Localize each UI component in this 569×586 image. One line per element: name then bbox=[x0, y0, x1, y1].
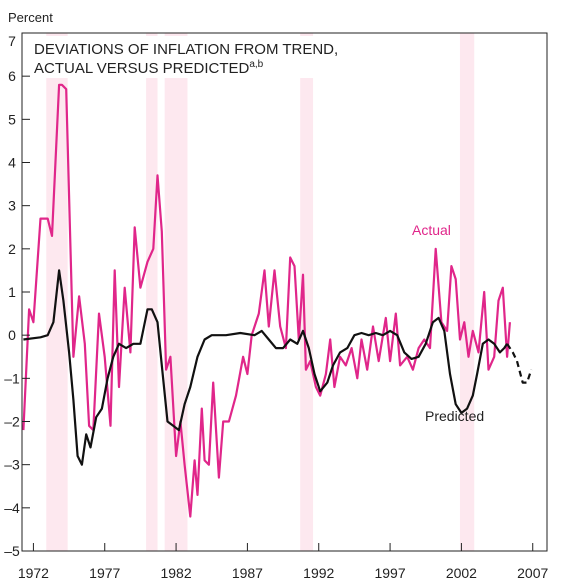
y-tick-label: –2 bbox=[4, 414, 20, 430]
y-tick-label: –5 bbox=[4, 543, 20, 559]
recession-band bbox=[146, 33, 158, 551]
title-line: ACTUAL VERSUS PREDICTED bbox=[34, 60, 249, 77]
series-label: Actual bbox=[412, 222, 451, 238]
title-box bbox=[28, 36, 328, 78]
x-tick-label: 1997 bbox=[374, 565, 405, 581]
y-axis-label: Percent bbox=[8, 10, 53, 25]
y-tick-label: 3 bbox=[8, 198, 16, 214]
y-tick-label: –4 bbox=[4, 500, 20, 516]
recession-band bbox=[300, 33, 314, 551]
recession-band bbox=[459, 33, 475, 551]
series-label: Predicted bbox=[425, 408, 484, 424]
x-tick-label: 1977 bbox=[89, 565, 120, 581]
y-tick-label: 4 bbox=[8, 155, 16, 171]
series-line bbox=[22, 83, 511, 518]
series-line bbox=[506, 343, 533, 384]
x-tick-label: 2007 bbox=[517, 565, 548, 581]
y-tick-label: 6 bbox=[8, 68, 16, 84]
x-tick-label: 1982 bbox=[160, 565, 191, 581]
x-tick-label: 1987 bbox=[232, 565, 263, 581]
x-tick-label: 1972 bbox=[18, 565, 49, 581]
x-tick-label: 1992 bbox=[303, 565, 334, 581]
y-tick-label: 5 bbox=[8, 111, 16, 127]
chart-title: DEVIATIONS OF INFLATION FROM TREND, bbox=[34, 41, 338, 58]
chart-title: ACTUAL VERSUS PREDICTEDa,b bbox=[34, 59, 264, 77]
recession-band bbox=[164, 33, 188, 551]
y-tick-label: –3 bbox=[4, 457, 20, 473]
y-tick-label: 0 bbox=[8, 327, 16, 343]
title-superscript: a,b bbox=[249, 59, 263, 70]
x-tick-label: 2002 bbox=[446, 565, 477, 581]
series-line bbox=[23, 269, 509, 466]
y-tick-label: –1 bbox=[4, 370, 20, 386]
y-tick-label: 2 bbox=[8, 241, 16, 257]
y-tick-label: 1 bbox=[8, 284, 16, 300]
y-tick-label: 7 bbox=[8, 33, 16, 49]
